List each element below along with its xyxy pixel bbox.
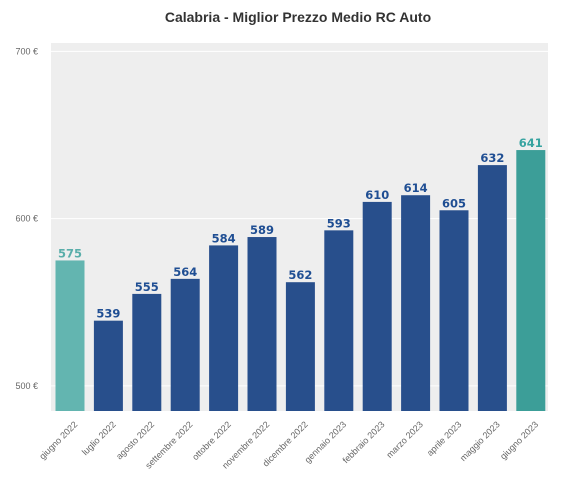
bar-giugno-2022	[55, 260, 85, 411]
data-label: 641	[519, 136, 543, 150]
bar-marzo-2023	[401, 195, 431, 411]
bar-maggio-2023	[477, 165, 507, 411]
x-tick-label: giugno 2022	[37, 419, 79, 461]
data-labels: 575 539 555 564 584 589 562 593 610 614 605 632 641	[58, 136, 543, 321]
bar-settembre-2022	[170, 278, 200, 411]
bar-agosto-2022	[132, 293, 162, 411]
data-label: 589	[250, 223, 274, 237]
chart-title: Calabria - Miglior Prezzo Medio RC Auto	[165, 9, 431, 25]
bar-dicembre-2022	[285, 282, 315, 411]
x-tick-label: marzo 2023	[384, 419, 425, 460]
bar-aprile-2023	[439, 210, 469, 411]
bar-novembre-2022	[247, 237, 277, 411]
x-tick-label: agosto 2022	[114, 419, 156, 461]
bar-giugno-2023	[516, 150, 546, 411]
data-label: 539	[96, 307, 120, 321]
data-label: 614	[404, 181, 428, 195]
x-tick-label: maggio 2023	[458, 419, 502, 463]
data-label: 584	[212, 231, 236, 245]
data-label: 562	[288, 268, 312, 282]
bar-luglio-2022	[93, 320, 123, 411]
y-tick-label: 600 €	[15, 214, 38, 224]
bars	[55, 150, 546, 411]
x-tick-label: giugno 2023	[498, 419, 540, 461]
data-label: 632	[480, 151, 504, 165]
y-tick-label: 700 €	[15, 46, 38, 56]
data-label: 555	[135, 280, 159, 294]
bar-ottobre-2022	[209, 245, 239, 411]
bar-gennaio-2023	[324, 230, 354, 411]
data-label: 564	[173, 265, 197, 279]
data-label: 610	[365, 188, 389, 202]
y-tick-label: 500 €	[15, 381, 38, 391]
data-label: 593	[327, 216, 351, 230]
bar-febbraio-2023	[362, 201, 392, 411]
x-tick-label: luglio 2022	[80, 419, 118, 457]
data-label: 605	[442, 196, 466, 210]
x-tick-label: aprile 2023	[425, 419, 464, 458]
y-axis-ticks: 500 € 600 € 700 €	[15, 46, 38, 391]
data-label: 575	[58, 246, 82, 260]
